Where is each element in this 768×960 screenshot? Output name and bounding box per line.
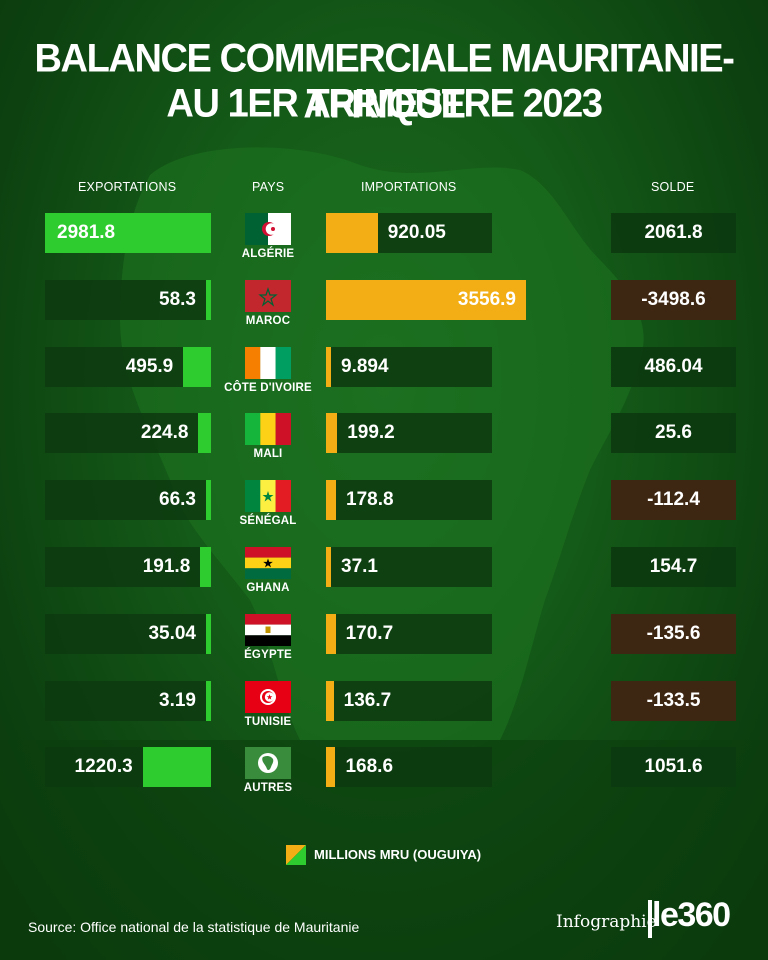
export-value: 3.19 [159,689,196,711]
column-header-solde: SOLDE [651,180,695,194]
import-value: 920.05 [387,222,446,243]
algeria-flag-icon [245,213,291,245]
table-row: 66.3 178.8 SÉNÉGAL -112.4 [0,480,768,540]
import-value: 178.8 [346,489,394,511]
export-panel [45,413,211,454]
export-value: 58.3 [159,288,196,310]
column-header-pays: PAYS [252,180,285,194]
export-value: 495.9 [125,355,174,377]
balance-value: 1051.6 [611,747,736,788]
export-bar [206,613,211,654]
source-note: Source: Office national de la statistiqu… [28,919,360,935]
country-label: GHANA [246,582,290,594]
import-panel [326,747,492,788]
export-bar [206,680,211,721]
export-panel [45,613,211,654]
export-bar [200,547,211,587]
ghana-flag-icon [245,547,291,579]
import-bar [326,747,336,788]
ivory-coast-flag-icon [245,346,291,379]
country-label: SÉNÉGAL [239,515,297,528]
export-bar [142,747,211,788]
balance-value: -133.5 [611,680,736,721]
import-panel [326,547,492,587]
export-panel [45,547,211,587]
le360-logo: le360 [652,896,731,934]
import-panel [326,613,492,654]
import-value: 168.6 [345,756,394,778]
export-panel [45,680,211,721]
import-bar [326,279,526,320]
export-value: 191.8 [142,556,191,577]
import-bar [326,480,337,521]
balance-value: 154.7 [611,547,736,587]
table-row: 224.8 199.2 MALI 25.6 [0,413,768,473]
import-bar [326,346,331,387]
table-row: 58.3 3556.9 MAROC -3498.6 [0,279,768,340]
import-value: 9.894 [341,355,389,377]
country-label: MAROC [245,314,291,327]
import-value: 3556.9 [457,288,516,310]
import-bar [326,547,331,587]
balance-value: -135.6 [611,613,736,654]
country-label: TUNISIE [244,715,292,728]
import-value: 170.7 [345,622,394,644]
export-value: 1220.3 [74,756,133,778]
import-panel [326,480,492,521]
column-header-importations: IMPORTATIONS [361,180,457,194]
country-label: MALI [253,448,283,461]
import-value: 37.1 [341,556,378,577]
balance-value: -112.4 [611,480,736,521]
export-panel [45,480,211,521]
import-panel [326,413,492,454]
chart-title-line1: BALANCE COMMERCIALE MAURITANIE-AFRIQUE [34,36,735,128]
chart-title-line2: AU 1ER TRIMESTRE 2023 [166,81,603,127]
table-row: 3.19 136.7 TUNISIE -133.5 [0,680,768,741]
import-value: 199.2 [347,422,395,444]
import-panel [326,346,492,387]
export-value: 35.04 [148,622,196,644]
export-bar [206,279,211,320]
export-value: 224.8 [140,422,189,444]
export-value: 66.3 [159,489,196,511]
import-bar [326,213,378,253]
export-value: 2981.8 [57,222,116,243]
infographie-label: Infographie [556,912,657,932]
country-label: ALGÉRIE [241,248,295,260]
column-header-exportations: EXPORTATIONS [78,180,177,194]
egypt-flag-icon [245,613,291,646]
country-label: CÔTE D'IVOIRE [224,381,312,394]
balance-value: 25.6 [611,413,736,454]
export-bar [45,213,211,253]
mali-flag-icon [245,413,291,446]
legend-swatch-icon [286,845,306,865]
table-row: 1220.3 168.6 AUTRES 1051.6 [0,747,768,807]
export-bar [198,413,211,454]
tunisia-flag-icon [245,680,291,713]
legend-label: MILLIONS MRU (OUGUIYA) [314,847,482,862]
balance-value: 486.04 [611,346,736,387]
morocco-flag-icon [245,279,291,312]
import-bar [326,413,338,454]
import-value: 136.7 [343,689,392,711]
export-bar [183,346,211,387]
import-bar [326,680,334,721]
table-row: 35.04 170.7 ÉGYPTE -135.6 [0,613,768,674]
african-union-flag-icon [245,747,291,780]
import-panel [326,680,492,721]
senegal-flag-icon [245,480,291,513]
export-panel [45,279,211,320]
balance-value: -3498.6 [611,279,736,320]
export-bar [206,480,211,521]
country-label: AUTRES [243,782,293,795]
country-label: ÉGYPTE [244,648,292,661]
table-row: 191.8 37.1 GHANA 154.7 [0,547,768,607]
balance-value: 2061.8 [611,213,736,253]
logo-bar [648,900,652,938]
table-row: 495.9 9.894 CÔTE D'IVOIRE 486.04 [0,346,768,407]
import-bar [326,613,336,654]
table-row: 2981.8 920.05 ALGÉRIE 2061.8 [0,213,768,273]
